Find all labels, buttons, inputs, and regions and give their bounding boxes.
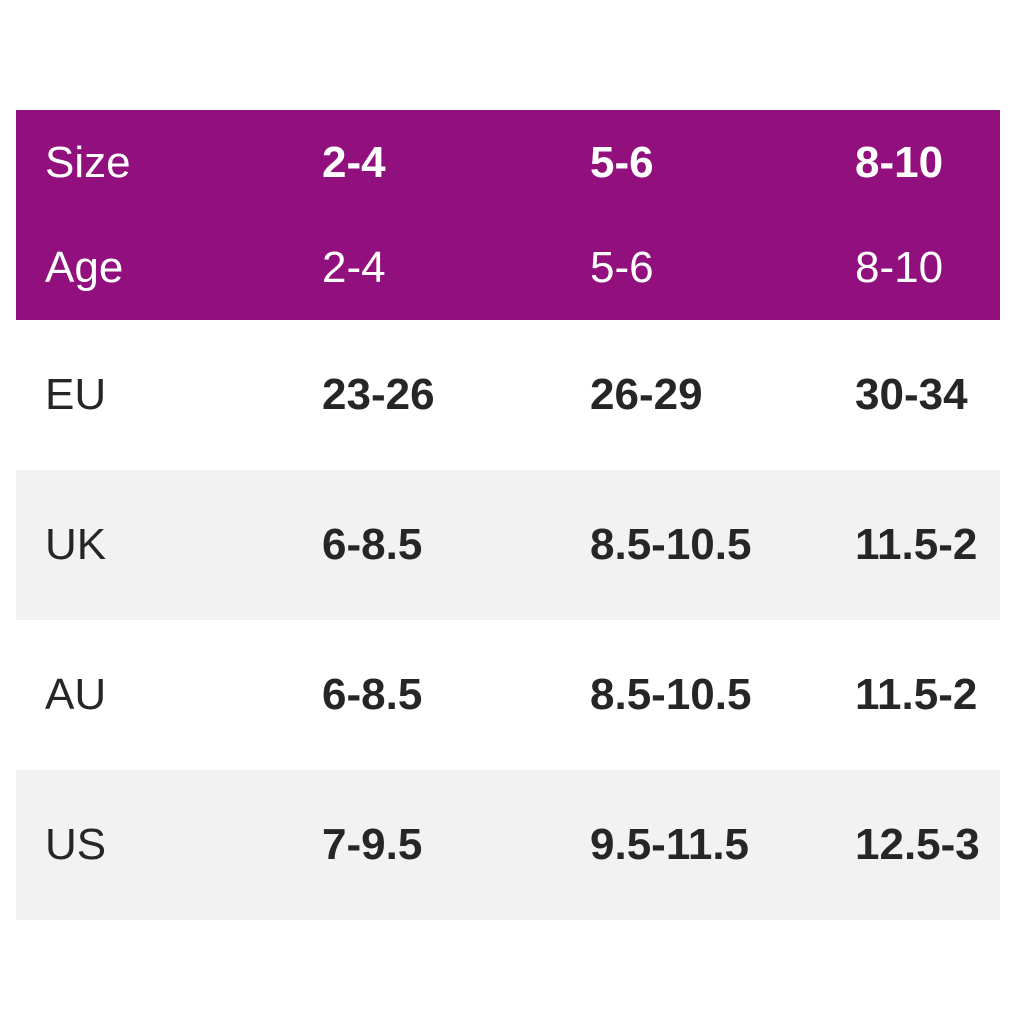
table-row-uk: UK 6-8.5 8.5-10.5 11.5-2 (16, 470, 1000, 620)
us-value-3: 12.5-3 (855, 820, 980, 869)
size-chart-table: Size 2-4 5-6 8-10 Age 2-4 5-6 8-10 EU 23… (16, 110, 1000, 920)
age-value-2: 5-6 (590, 242, 654, 292)
us-value-2: 9.5-11.5 (590, 820, 750, 869)
row-label-age: Age (45, 242, 124, 292)
row-label-size: Size (45, 137, 131, 187)
eu-value-3: 30-34 (855, 370, 968, 419)
us-value-1: 7-9.5 (322, 820, 423, 869)
uk-value-2: 8.5-10.5 (590, 520, 752, 569)
age-value-3: 8-10 (855, 242, 944, 292)
size-value-2: 5-6 (590, 137, 654, 187)
row-label-uk: UK (45, 520, 107, 569)
table-row-size: Size 2-4 5-6 8-10 (16, 110, 1000, 215)
au-value-2: 8.5-10.5 (590, 670, 752, 719)
size-value-3: 8-10 (855, 137, 944, 187)
row-label-eu: EU (45, 370, 107, 419)
size-value-1: 2-4 (322, 137, 386, 187)
au-value-1: 6-8.5 (322, 670, 423, 719)
age-value-1: 2-4 (322, 242, 386, 292)
eu-value-2: 26-29 (590, 370, 703, 419)
eu-value-1: 23-26 (322, 370, 435, 419)
row-label-us: US (45, 820, 107, 869)
uk-value-3: 11.5-2 (855, 520, 978, 569)
au-value-3: 11.5-2 (855, 670, 978, 719)
row-label-au: AU (45, 670, 107, 719)
table-row-eu: EU 23-26 26-29 30-34 (16, 320, 1000, 470)
table-row-age: Age 2-4 5-6 8-10 (16, 215, 1000, 320)
uk-value-1: 6-8.5 (322, 520, 423, 569)
table-header: Size 2-4 5-6 8-10 Age 2-4 5-6 8-10 (16, 110, 1000, 320)
table-row-au: AU 6-8.5 8.5-10.5 11.5-2 (16, 620, 1000, 770)
table-row-us: US 7-9.5 9.5-11.5 12.5-3 (16, 770, 1000, 920)
